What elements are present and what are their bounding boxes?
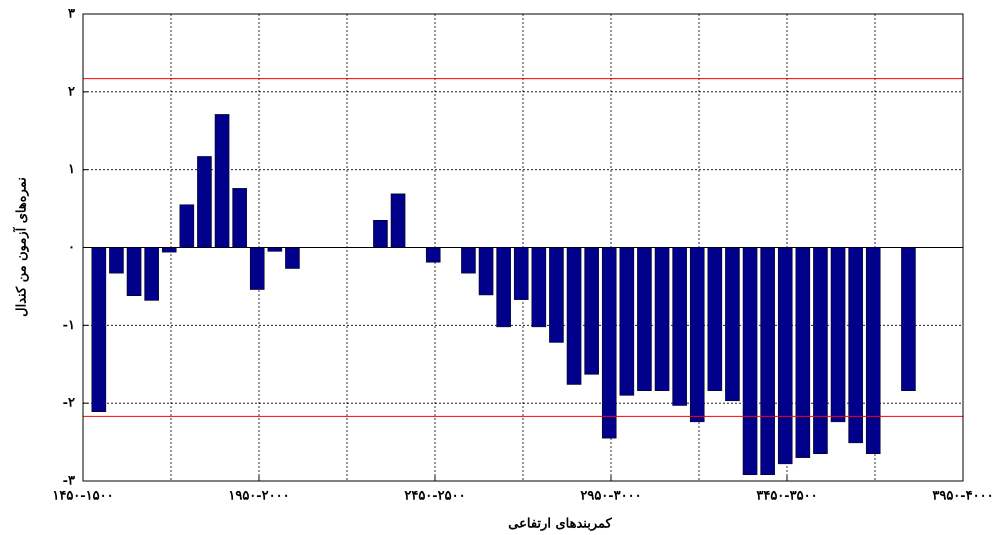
- bar: [531, 247, 547, 328]
- bar: [109, 247, 124, 274]
- bar: [566, 247, 582, 385]
- bar: [637, 247, 652, 391]
- bar: [795, 247, 811, 458]
- bar: [742, 247, 758, 476]
- x-tick-label: ۳۴۵۰-۳۵۰۰: [756, 489, 817, 504]
- bar: [425, 247, 441, 263]
- bar: [813, 247, 828, 455]
- plot-frame: [82, 13, 964, 482]
- y-tick-label: ۲: [68, 84, 75, 99]
- bar: [672, 247, 687, 406]
- bar: [461, 247, 476, 274]
- bar: [865, 247, 881, 455]
- y-axis-label: نمره‌های آزمون من کندال: [13, 177, 30, 317]
- bar: [267, 247, 283, 252]
- bar: [179, 204, 195, 248]
- bar: [496, 247, 511, 328]
- bar: [161, 247, 177, 253]
- bar: [777, 247, 793, 465]
- bar: [549, 247, 564, 343]
- bar: [707, 247, 723, 391]
- bar: [654, 247, 670, 391]
- bar: [584, 247, 599, 375]
- bar: [725, 247, 740, 402]
- x-axis-label: کمربندهای ارتفاعی: [508, 517, 612, 532]
- bar: [478, 247, 494, 296]
- bar: [830, 247, 846, 423]
- x-tick-label: ۳۹۵۰-۴۰۰۰: [932, 489, 993, 504]
- y-tick-label: ۱: [68, 162, 75, 177]
- bar: [689, 247, 705, 423]
- bar: [619, 247, 635, 396]
- bar: [760, 247, 775, 476]
- x-tick-label: ۱۹۵۰-۲۰۰۰: [228, 489, 289, 504]
- bar: [601, 247, 617, 439]
- x-tick-label: ۲۴۵۰-۲۵۰۰: [404, 489, 465, 504]
- x-tick-label: ۲۹۵۰-۳۰۰۰: [580, 489, 641, 504]
- bar: [144, 247, 159, 301]
- bar: [373, 220, 388, 248]
- bar: [285, 247, 300, 269]
- x-tick-label: ۱۴۵۰-۱۵۰۰: [52, 489, 113, 504]
- bar: [901, 247, 916, 391]
- bar: [197, 156, 212, 248]
- y-tick-label: -۲: [63, 396, 75, 411]
- y-tick-label: -۱: [63, 318, 75, 333]
- bar: [214, 114, 230, 248]
- bar: [126, 247, 142, 297]
- bar: [91, 247, 107, 412]
- bar: [232, 188, 247, 248]
- y-tick-label: -۳: [63, 474, 75, 489]
- bar: [848, 247, 863, 444]
- bar: [249, 247, 265, 290]
- bar: [390, 193, 406, 248]
- bar: [513, 247, 529, 300]
- y-tick-label: ٠: [68, 240, 75, 255]
- y-tick-label: ۳: [68, 7, 75, 22]
